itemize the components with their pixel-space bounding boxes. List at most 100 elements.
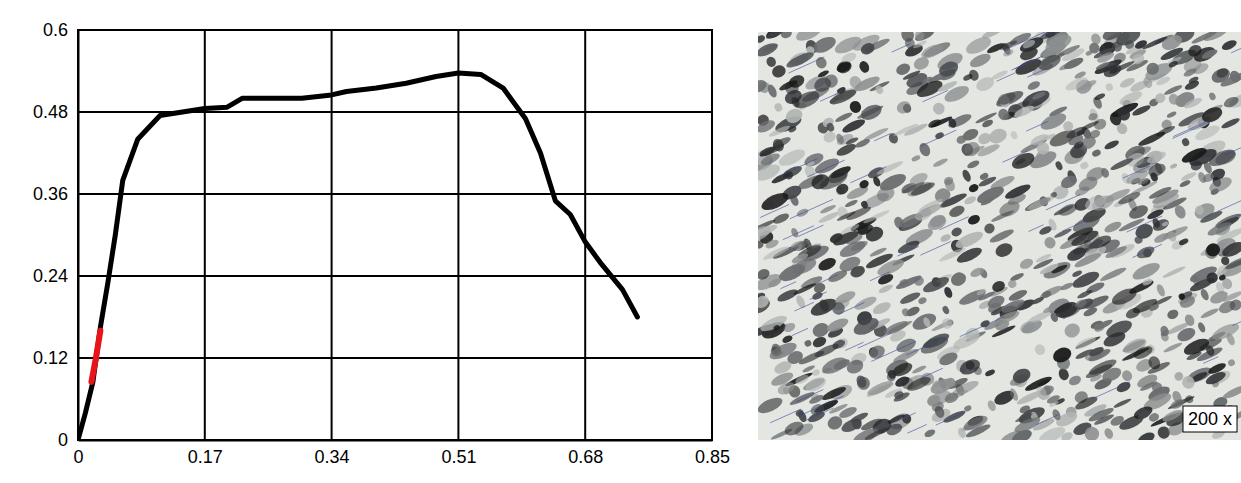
- grain: [836, 210, 856, 223]
- grain: [899, 290, 922, 306]
- grain-boundary: [871, 342, 915, 362]
- grain: [839, 416, 863, 435]
- grain-boundary: [790, 199, 833, 218]
- grain: [1146, 161, 1167, 179]
- grain: [1026, 80, 1041, 92]
- grain: [1102, 62, 1123, 79]
- grain: [886, 369, 897, 381]
- grain: [858, 59, 871, 74]
- grain: [789, 390, 816, 407]
- grain: [1168, 60, 1179, 69]
- x-tick-label: 0.34: [315, 447, 350, 467]
- grain: [1010, 366, 1032, 386]
- grain: [1061, 120, 1074, 133]
- grain: [1151, 191, 1181, 211]
- grain-boundary: [1217, 193, 1241, 211]
- grain: [1051, 408, 1062, 422]
- grain: [820, 385, 847, 403]
- magnification-box: [1183, 406, 1237, 432]
- grain-boundary: [1090, 382, 1129, 400]
- grain: [885, 421, 904, 437]
- grain: [776, 380, 797, 397]
- grain: [1219, 70, 1241, 89]
- grain-boundary: [1223, 139, 1241, 156]
- grain: [923, 428, 936, 439]
- grain: [862, 209, 890, 225]
- grain-boundary: [798, 225, 824, 237]
- grain: [817, 210, 840, 224]
- grain: [1084, 165, 1106, 184]
- grain-boundary: [807, 160, 844, 177]
- grain: [1018, 257, 1034, 271]
- grain: [1104, 317, 1135, 341]
- grain: [937, 350, 959, 368]
- grain: [968, 183, 980, 194]
- grain: [1220, 255, 1231, 266]
- grid: [78, 30, 712, 440]
- x-axis: 00.170.340.510.680.85: [73, 440, 730, 467]
- grain-boundary: [858, 333, 892, 348]
- x-tick-label: 0: [73, 447, 83, 467]
- plot-frame: [78, 30, 712, 440]
- grain: [1070, 269, 1101, 292]
- grain: [1035, 140, 1051, 156]
- grain: [976, 142, 1001, 159]
- grain: [1200, 104, 1225, 125]
- grain: [844, 232, 863, 246]
- grain: [856, 104, 884, 121]
- grain: [758, 394, 785, 416]
- grain: [765, 32, 786, 41]
- grain: [794, 294, 806, 310]
- grain: [1220, 38, 1238, 52]
- grain: [969, 266, 985, 279]
- grain: [1099, 265, 1128, 283]
- grain: [804, 339, 813, 348]
- y-tick-label: 0.6: [43, 20, 68, 40]
- grain: [758, 161, 782, 184]
- grain: [967, 68, 980, 82]
- grain: [1031, 296, 1045, 306]
- grain: [860, 200, 869, 210]
- grain: [1222, 95, 1240, 110]
- grain: [844, 199, 858, 209]
- grain: [1103, 220, 1123, 235]
- magnification: 200 x: [1183, 406, 1237, 432]
- grain: [758, 78, 769, 95]
- grain: [829, 96, 840, 104]
- grain-boundary: [820, 91, 842, 101]
- grain-boundary: [960, 317, 1004, 337]
- grain: [989, 173, 1016, 192]
- grain: [1167, 92, 1181, 106]
- grain: [869, 246, 888, 258]
- grain: [963, 404, 972, 412]
- x-tick-label: 0.68: [568, 447, 603, 467]
- grain: [914, 201, 943, 220]
- grain-boundary: [788, 57, 824, 73]
- grain: [1200, 307, 1220, 320]
- y-tick-label: 0.48: [33, 102, 68, 122]
- grain: [825, 316, 850, 335]
- grain: [1080, 119, 1100, 131]
- grain: [925, 393, 941, 407]
- grain: [1116, 106, 1133, 123]
- grain: [913, 32, 926, 42]
- grain: [855, 374, 869, 389]
- grain: [1104, 82, 1114, 92]
- grain: [993, 241, 1014, 260]
- grain-boundary: [839, 303, 865, 315]
- grain-boundary: [792, 328, 808, 335]
- grain: [1208, 289, 1230, 307]
- grain: [832, 357, 851, 372]
- grain: [827, 268, 849, 284]
- grain: [1111, 40, 1124, 53]
- grain: [1208, 92, 1217, 102]
- grain: [957, 356, 982, 377]
- grain-boundary: [997, 73, 1016, 81]
- y-tick: 0.12: [33, 348, 78, 368]
- grain: [1153, 231, 1170, 244]
- grain: [855, 375, 872, 392]
- grain: [983, 222, 997, 235]
- grain: [1199, 209, 1224, 225]
- grain: [1155, 283, 1167, 298]
- grain: [1012, 103, 1035, 119]
